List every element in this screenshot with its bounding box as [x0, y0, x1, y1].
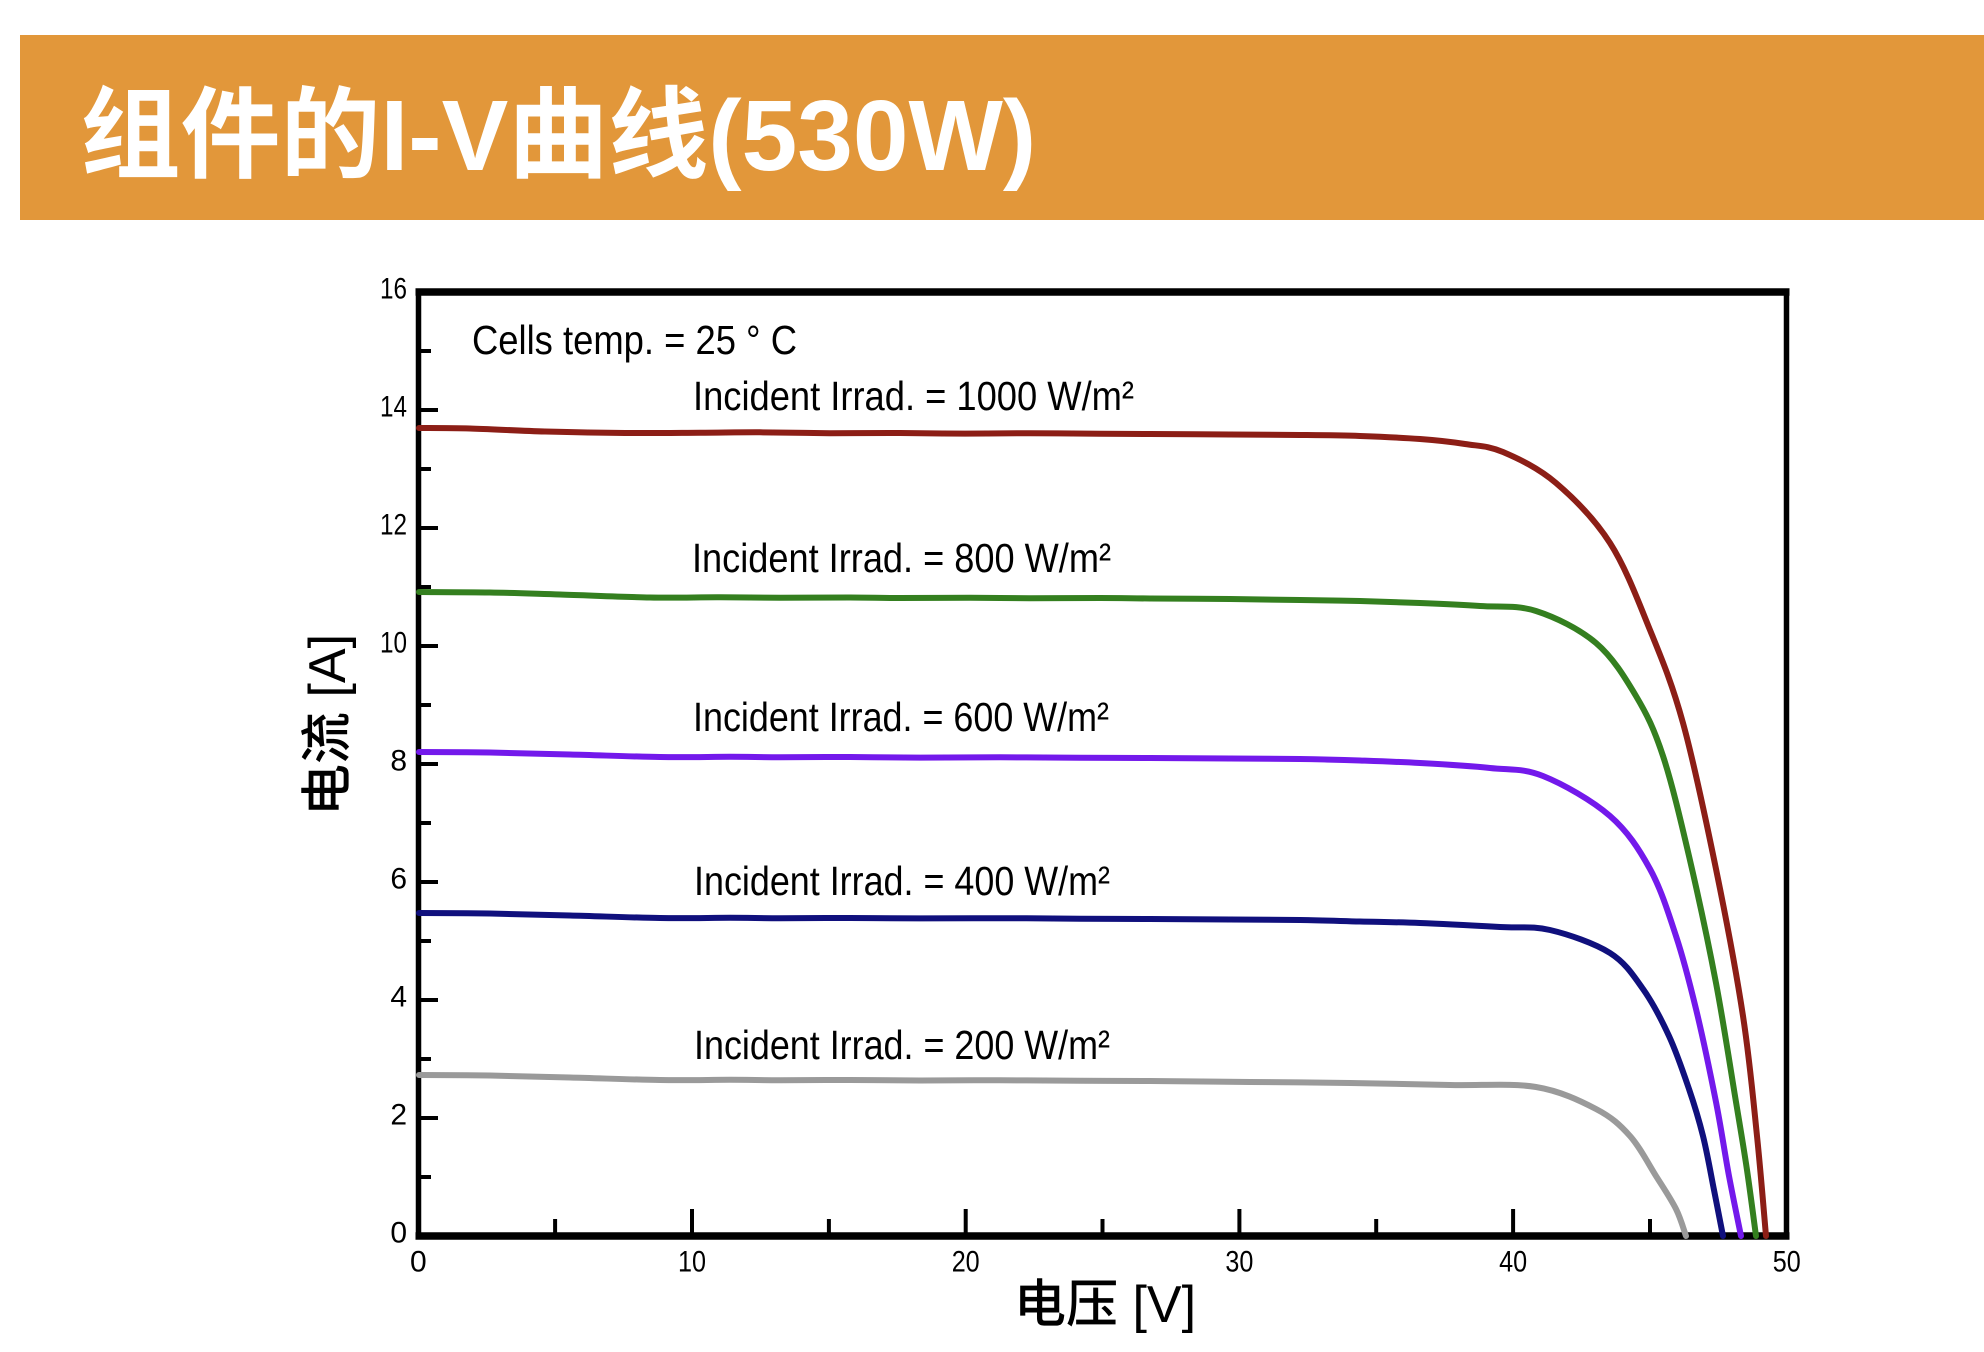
svg-text:Incident Irrad. = 1000 W/m²: Incident Irrad. = 1000 W/m²: [693, 373, 1134, 419]
svg-text:[V]: [V]: [1118, 1276, 1196, 1334]
svg-text:40: 40: [1499, 1246, 1527, 1279]
svg-text:14: 14: [380, 391, 407, 424]
svg-text:2: 2: [390, 1099, 407, 1132]
svg-text:Cells temp. = 25 ° C: Cells temp. = 25 ° C: [472, 317, 797, 363]
svg-text:12: 12: [380, 509, 407, 542]
svg-text:50: 50: [1773, 1246, 1801, 1279]
svg-text:16: 16: [380, 273, 407, 306]
svg-text:0: 0: [390, 1217, 407, 1250]
svg-text:Incident Irrad. = 600 W/m²: Incident Irrad. = 600 W/m²: [693, 694, 1109, 740]
svg-text:4: 4: [390, 981, 407, 1014]
svg-text:10: 10: [678, 1246, 706, 1279]
svg-text:0: 0: [410, 1246, 427, 1279]
svg-text:Incident Irrad. = 400 W/m²: Incident Irrad. = 400 W/m²: [694, 858, 1110, 904]
svg-text:30: 30: [1225, 1246, 1253, 1279]
svg-text:[A]: [A]: [299, 634, 357, 712]
svg-text:8: 8: [390, 745, 407, 778]
svg-text:(530W): (530W): [708, 80, 1036, 192]
svg-text:20: 20: [952, 1246, 980, 1279]
svg-text:Incident Irrad. = 200 W/m²: Incident Irrad. = 200 W/m²: [694, 1022, 1110, 1068]
svg-text:10: 10: [380, 627, 407, 660]
svg-text:6: 6: [390, 863, 407, 896]
svg-text:Incident Irrad. = 800 W/m²: Incident Irrad. = 800 W/m²: [692, 535, 1111, 581]
svg-text:I-V: I-V: [381, 80, 509, 192]
